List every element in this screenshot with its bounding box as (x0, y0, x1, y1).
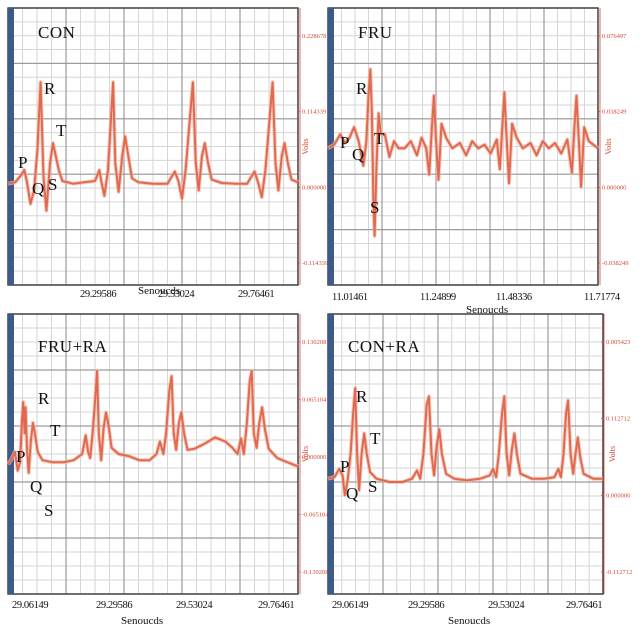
wave-label-t: T (374, 129, 385, 148)
y-axis-label: Volts (301, 446, 310, 462)
x-tick-label: 29.76461 (566, 600, 602, 611)
grid (7, 7, 299, 286)
x-axis-label: Senoucds (138, 285, 180, 297)
x-tick-label: 29.06149 (332, 600, 368, 611)
ecg-trace (327, 68, 599, 237)
wave-label-r: R (44, 79, 56, 98)
x-tick-label: 29.76461 (258, 600, 294, 611)
y-tick-label: 0.000000 (302, 454, 326, 461)
y-tick-label: -0.065104 (302, 512, 329, 519)
panel-title: CON+RA (348, 337, 420, 356)
ecg-trace (327, 387, 603, 497)
y-tick-label: 0.000000 (602, 184, 626, 191)
wave-label-r: R (356, 387, 368, 406)
wave-label-s: S (44, 501, 53, 520)
wave-label-t: T (56, 121, 67, 140)
ecg-panel-fru: 0.076497 0.038249 0.000000 -0.038249 Volts 11… (326, 7, 629, 316)
x-tick-label: 29.53024 (176, 600, 213, 611)
wave-label-q: Q (30, 477, 42, 496)
wave-label-s: S (368, 477, 377, 496)
left-border-bar (8, 8, 14, 285)
y-tick-label: 0.000000 (302, 184, 326, 191)
y-tick-label: 0.065104 (302, 397, 327, 404)
x-tick-label: 11.71774 (584, 292, 621, 303)
y-axis-label: Volts (608, 446, 617, 462)
x-tick-label: 29.29586 (80, 289, 116, 300)
x-tick-label: 29.29586 (408, 600, 444, 611)
y-tick-label: -0.114339 (302, 260, 328, 267)
wave-label-q: Q (32, 179, 44, 198)
x-tick-label: 29.06149 (12, 600, 48, 611)
y-tick-label: 0.076497 (602, 33, 627, 40)
y-tick-label: 0.038249 (602, 109, 626, 116)
x-tick-label: 29.53024 (158, 289, 195, 300)
x-tick-label: 29.29586 (96, 600, 132, 611)
wave-label-s: S (370, 198, 379, 217)
wave-label-t: T (50, 421, 61, 440)
y-tick-label: 0.112712 (606, 416, 630, 423)
chart-svg: 0.130208 0.065104 0.000000 -0.065104 -0.1302… (6, 313, 329, 627)
grid (7, 313, 299, 595)
y-tick-label: 0.000000 (606, 492, 630, 499)
wave-label-p: P (16, 447, 25, 466)
wave-label-q: Q (352, 145, 364, 164)
x-axis-label: Senoucds (466, 304, 508, 316)
ecg-trace (7, 370, 299, 474)
ecg-panel-con-ra: 0.005423 0.112712 0.000000 -0.112712 Volts 29… (327, 313, 632, 627)
x-axis-label: Senoucds (448, 615, 490, 627)
wave-label-p: P (340, 457, 349, 476)
panel-title: CON (38, 23, 75, 42)
y-axis-label: Volts (301, 138, 310, 154)
x-tick-label: 29.76461 (238, 289, 274, 300)
x-tick-label: 11.48336 (496, 292, 532, 303)
left-border-bar (328, 314, 334, 594)
chart-svg: 0.228678 0.114339 0.000000 -0.114339 Volts 29… (7, 7, 328, 300)
x-tick-label: 11.01461 (332, 292, 368, 303)
wave-label-r: R (38, 389, 50, 408)
wave-label-t: T (370, 429, 381, 448)
x-axis-label: Senoucds (121, 615, 163, 627)
x-tick-label: 29.53024 (488, 600, 525, 611)
wave-label-r: R (356, 79, 368, 98)
panel-title: FRU (358, 23, 393, 42)
wave-label-p: P (340, 133, 349, 152)
y-tick-label: 0.130208 (302, 339, 326, 346)
wave-label-q: Q (346, 484, 358, 503)
ecg-trace (7, 81, 299, 212)
y-tick-label: -0.130208 (302, 569, 329, 576)
wave-label-p: P (18, 153, 27, 172)
y-axis-label: Volts (604, 138, 613, 154)
panel-title: FRU+RA (38, 337, 107, 356)
ecg-panel-fru-ra: 0.130208 0.065104 0.000000 -0.065104 -0.1302… (6, 313, 329, 627)
y-tick-label: -0.038249 (602, 260, 629, 267)
y-tick-label: 0.114339 (302, 109, 326, 116)
y-tick-label: 0.005423 (606, 339, 630, 346)
x-tick-label: 11.24899 (420, 292, 456, 303)
left-border-bar (8, 314, 14, 594)
y-tick-label: -0.112712 (606, 569, 632, 576)
chart-svg: 0.076497 0.038249 0.000000 -0.038249 Volts 11… (326, 7, 629, 316)
y-tick-label: 0.228678 (302, 33, 326, 40)
ecg-panel-con: 0.228678 0.114339 0.000000 -0.114339 Volts 29… (7, 7, 328, 300)
chart-svg: 0.005423 0.112712 0.000000 -0.112712 Volts 29… (327, 313, 632, 627)
wave-label-s: S (48, 175, 57, 194)
